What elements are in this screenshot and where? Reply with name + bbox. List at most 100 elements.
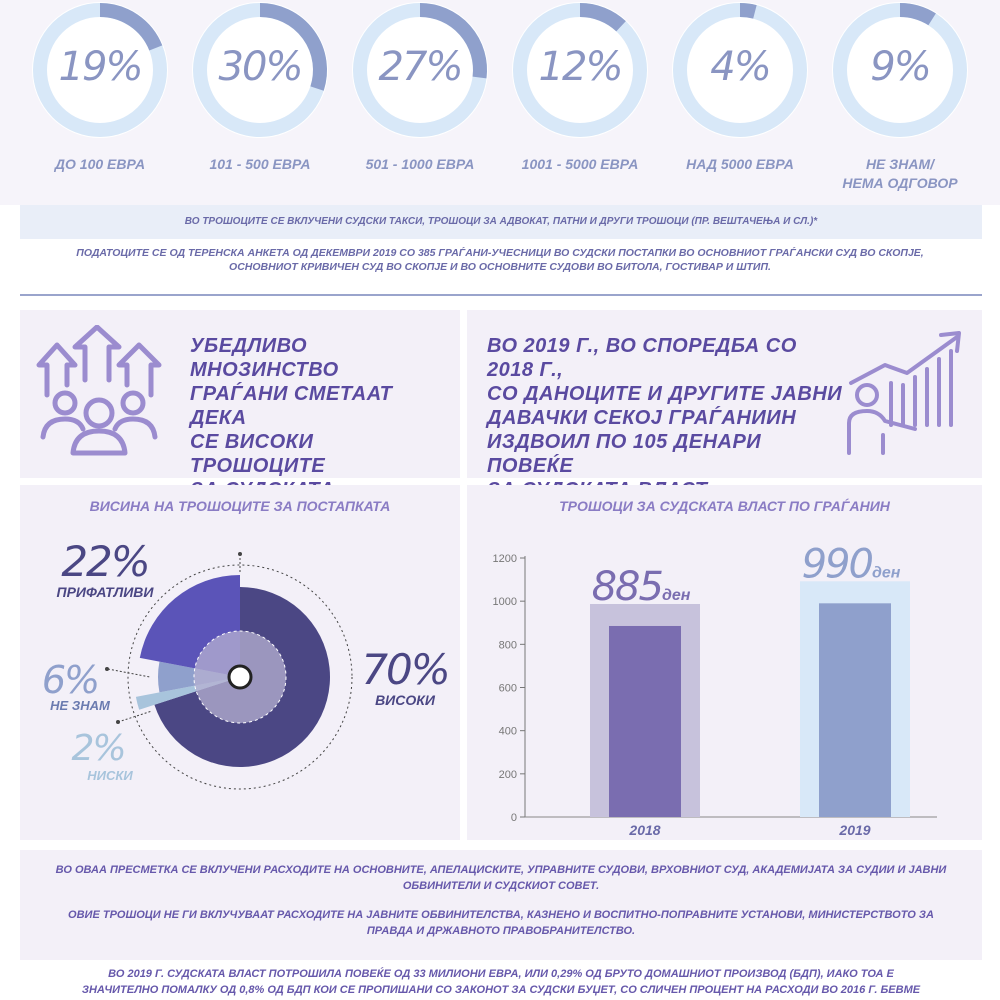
pie-label-high: 70% ВИСОКИ bbox=[360, 645, 450, 709]
bar-value-unit: ден bbox=[872, 564, 901, 581]
pie-leader-dot bbox=[105, 667, 109, 671]
presenter-growth-icon bbox=[847, 331, 961, 455]
statement-line: ВО 2019 Г., ВО СПОРЕДБА СО 2018 Г., bbox=[487, 335, 797, 381]
donut-label-1: ДО 100 ЕВРА bbox=[20, 155, 180, 174]
x-category-label: 2018 bbox=[628, 822, 660, 838]
note-excluded-line-2: ПРАВДА И ДРЖАВНОТО ПРАВОБРАНИТЕЛСТВО. bbox=[366, 925, 636, 937]
donut-2 bbox=[192, 2, 328, 138]
donut-label-6: НЕ ЗНАМ/НЕМА ОДГОВОР bbox=[820, 155, 980, 193]
donut-center bbox=[688, 18, 792, 122]
donut-pct-4: 12% bbox=[538, 44, 624, 90]
donut-pct-6: 9% bbox=[870, 44, 931, 90]
donut-row bbox=[32, 2, 968, 138]
bar-value-unit: ден bbox=[662, 587, 691, 604]
pie-chart bbox=[105, 552, 353, 790]
donut-label-4: 1001 - 5000 ЕВРА bbox=[500, 155, 660, 174]
pie-pct-high: 70% bbox=[361, 645, 450, 694]
donut-arc bbox=[259, 3, 327, 91]
y-tick-label: 1200 bbox=[493, 553, 517, 565]
y-tick-label: 1000 bbox=[493, 596, 517, 608]
note-included: ВО ОВАА ПРЕСМЕТКА СЕ ВКЛУЧЕНИ РАСХОДИТЕ … bbox=[20, 862, 982, 894]
pie-name-acceptable: ПРИФАТЛИВИ bbox=[56, 584, 154, 600]
donut-arc bbox=[899, 3, 936, 26]
note-spending-line-1: ВО 2019 Г. СУДСКАТА ВЛАСТ ПОТРОШИЛА ПОВЕ… bbox=[108, 968, 894, 980]
donut-arc bbox=[99, 3, 163, 51]
donut-5 bbox=[672, 2, 808, 138]
donut-6 bbox=[832, 2, 968, 138]
pie-pct-dontknow: 6% bbox=[41, 658, 100, 702]
x-category-label: 2019 bbox=[838, 822, 870, 838]
people-growth-icon bbox=[36, 325, 162, 456]
donut-pct-2: 30% bbox=[218, 44, 304, 90]
pie-name-dontknow: НЕ ЗНАМ bbox=[50, 698, 110, 713]
donut-label-line: 101 - 500 ЕВРА bbox=[209, 156, 311, 172]
pie-leader-dontknow bbox=[107, 668, 151, 678]
pie-label-acceptable: 22% ПРИФАТЛИВИ bbox=[50, 537, 160, 601]
donut-center bbox=[368, 18, 472, 122]
pie-center-dot bbox=[227, 664, 253, 690]
note-spending: ВО 2019 Г. СУДСКАТА ВЛАСТ ПОТРОШИЛА ПОВЕ… bbox=[20, 966, 982, 998]
donut-4 bbox=[512, 2, 648, 138]
bar-2019 bbox=[819, 603, 891, 817]
pie-inner-dashed bbox=[193, 630, 287, 724]
donut-center bbox=[48, 18, 152, 122]
bar-value-num: 990 bbox=[802, 541, 873, 587]
pie-name-low: НИСКИ bbox=[87, 768, 133, 783]
donut-arc bbox=[419, 3, 487, 79]
pie-title: ВИСИНА НА ТРОШОЦИТЕ ЗА ПОСТАПКАТА bbox=[89, 498, 391, 514]
donut-label-line: НАД 5000 ЕВРА bbox=[686, 156, 794, 172]
statement-line: ДАВАЧКИ СЕКОЈ ГРАЃАНИИН bbox=[487, 407, 797, 429]
donut-label-line: НЕМА ОДГОВОР bbox=[842, 175, 958, 191]
pie-pct-low: 2% bbox=[71, 728, 126, 769]
bottom-notes-panel bbox=[20, 850, 982, 960]
statement-line: СО ДАНОЦИТЕ И ДРУГИТЕ ЈАВНИ bbox=[487, 383, 843, 405]
note-spending-line-2: ЗНАЧИТЕЛНО ПОМАЛКУ ОД 0,8% ОД БДП КОИ СЕ… bbox=[81, 984, 921, 996]
donut-1 bbox=[32, 2, 168, 138]
y-tick-label: 800 bbox=[499, 639, 517, 651]
donut-arc bbox=[739, 3, 757, 19]
donut-center bbox=[528, 18, 632, 122]
statement-right-panel bbox=[467, 310, 982, 478]
pie-leader-dot bbox=[116, 720, 120, 724]
note-included-line-2: ОБВИНИТЕЛИ И СУДСКИОТ СОВЕТ. bbox=[402, 880, 600, 892]
donut-label-line: 501 - 1000 ЕВРА bbox=[365, 156, 475, 172]
pie-name-high: ВИСОКИ bbox=[375, 692, 435, 708]
source-note: ПОДАТОЦИТЕ СЕ ОД ТЕРЕНСКА АНКЕТА ОД ДЕКЕ… bbox=[30, 246, 970, 274]
y-tick-label: 200 bbox=[499, 769, 517, 781]
pie-label-dontknow: 6% bbox=[40, 660, 100, 700]
bar-value-label-2019: 990ден bbox=[802, 541, 901, 587]
pie-pct-acceptable: 22% bbox=[61, 537, 150, 586]
y-tick-label: 0 bbox=[511, 812, 517, 824]
donut-label-line: 1001 - 5000 ЕВРА bbox=[521, 156, 639, 172]
note-included-line-1: ВО ОВАА ПРЕСМЕТКА СЕ ВКЛУЧЕНИ РАСХОДИТЕ … bbox=[55, 864, 947, 876]
statement-line: СЕ ВИСОКИ ТРОШОЦИТЕ bbox=[190, 431, 326, 477]
statement-right: ВО 2019 Г., ВО СПОРЕДБА СО 2018 Г., СО ДА… bbox=[487, 334, 847, 502]
donut-label-2: 101 - 500 ЕВРА bbox=[180, 155, 340, 174]
donut-arc bbox=[579, 3, 626, 32]
donut-label-3: 501 - 1000 ЕВРА bbox=[340, 155, 500, 174]
pie-label-low: 2% bbox=[68, 730, 128, 768]
bar-value-num: 885 bbox=[592, 564, 663, 610]
donut-pct-5: 4% bbox=[710, 44, 771, 90]
y-tick-label: 400 bbox=[499, 726, 517, 738]
pie-leader-low bbox=[117, 710, 153, 723]
pie-outer-dotted-ring bbox=[127, 564, 353, 790]
section-divider bbox=[20, 294, 982, 296]
donut-pct-1: 19% bbox=[58, 44, 144, 90]
donut-center bbox=[208, 18, 312, 122]
source-line-2: ОСНОВНИОТ КРИВИЧЕН СУД ВО СКОПЈЕ И ВО ОС… bbox=[229, 261, 771, 273]
note-excluded: ОВИЕ ТРОШОЦИ НЕ ГИ ВКЛУЧУВААТ РАСХОДИТЕ … bbox=[20, 907, 982, 939]
donut-label-line: ДО 100 ЕВРА bbox=[54, 156, 146, 172]
costs-included-note: ВО ТРОШОЦИТЕ СЕ ВКЛУЧЕНИ СУДСКИ ТАКСИ, Т… bbox=[20, 205, 982, 239]
donut-section bbox=[0, 0, 1000, 205]
source-line-1: ПОДАТОЦИТЕ СЕ ОД ТЕРЕНСКА АНКЕТА ОД ДЕКЕ… bbox=[76, 247, 924, 259]
statement-line: УБЕДЛИВО МНОЗИНСТВО bbox=[190, 335, 339, 381]
donut-label-line: НЕ ЗНАМ/ bbox=[865, 156, 935, 172]
statement-left-panel bbox=[20, 310, 460, 478]
note-excluded-line-1: ОВИЕ ТРОШОЦИ НЕ ГИ ВКЛУЧУВААТ РАСХОДИТЕ … bbox=[68, 909, 934, 921]
bar-2018 bbox=[609, 625, 681, 817]
donut-center bbox=[848, 18, 952, 122]
donut-label-5: НАД 5000 ЕВРА bbox=[660, 155, 820, 174]
donut-pct-3: 27% bbox=[378, 44, 464, 90]
bar-chart: 020040060080010001200885ден2018990ден201… bbox=[493, 541, 937, 838]
